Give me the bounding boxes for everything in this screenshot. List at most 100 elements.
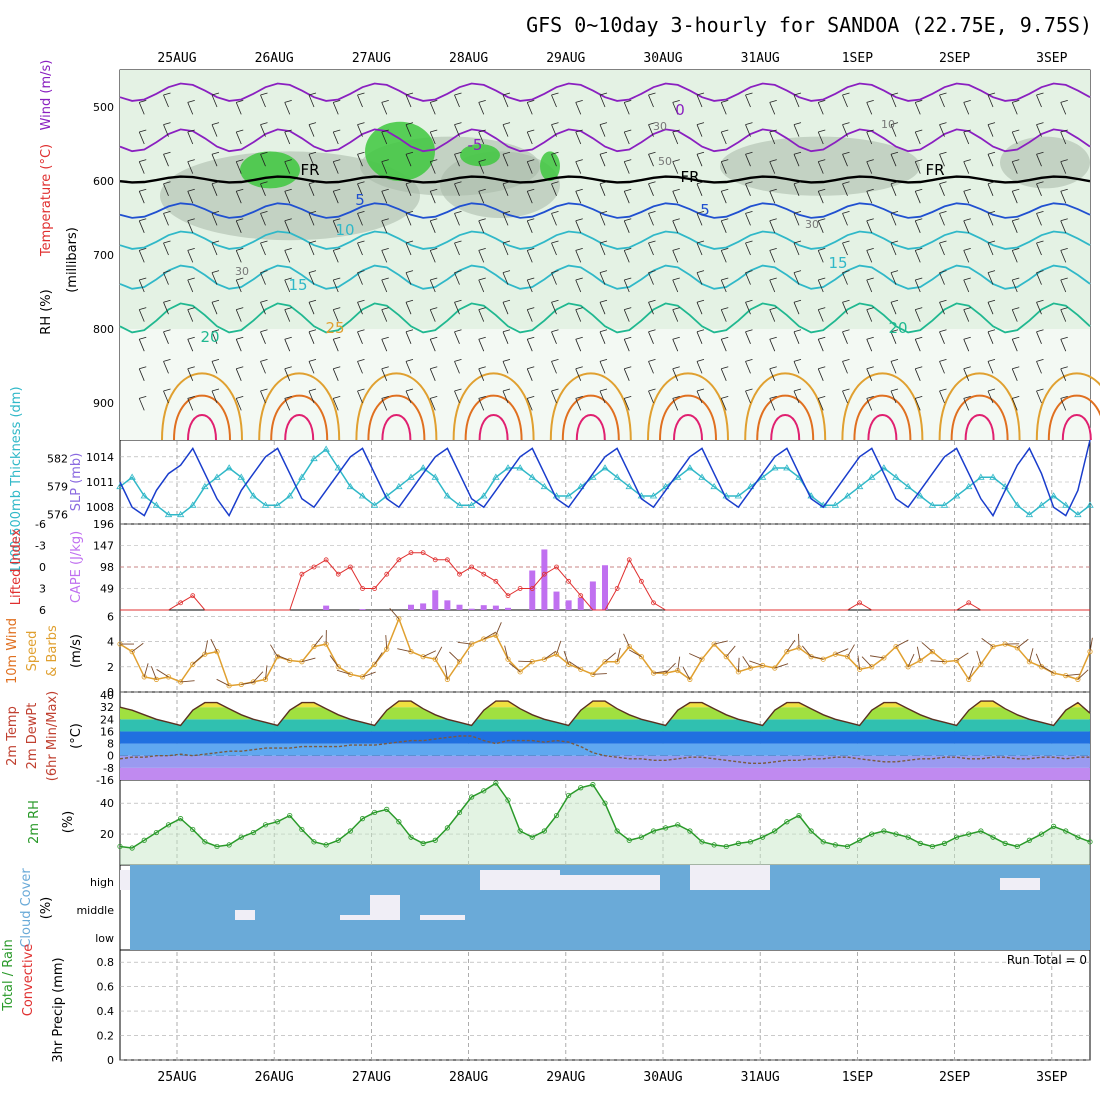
- upper-wind-barb-flag: [502, 299, 511, 303]
- thickness-point: [1062, 501, 1070, 508]
- cape-bar: [468, 608, 475, 610]
- upper-wind-barb-flag: [284, 396, 292, 399]
- upper-wind-barb: [987, 154, 994, 167]
- upper-wind-barb-flag: [1036, 92, 1044, 96]
- temp-tick: 8: [107, 738, 114, 751]
- upper-wind-barb: [478, 131, 485, 145]
- rh2m-point: [469, 794, 475, 800]
- upper-wind-barb-flag: [163, 151, 171, 155]
- wind-speed-point: [553, 651, 560, 657]
- upper-wind-barb: [187, 279, 194, 293]
- isotherm-35-loop: [187, 414, 217, 441]
- wind-barb: [156, 669, 169, 678]
- upper-wind-barb: [284, 250, 291, 263]
- upper-ylabel-wind: Wind (m/s): [39, 60, 54, 131]
- rh2m-point: [250, 829, 256, 836]
- upper-wind-barb: [211, 331, 218, 344]
- upper-wind-barb-flag: [1060, 277, 1068, 281]
- rh2m-tick: 20: [100, 828, 114, 841]
- upper-wind-barb: [429, 339, 436, 352]
- upper-wind-barb: [696, 390, 703, 404]
- upper-wind-barb: [1060, 102, 1067, 115]
- rh2m-point: [796, 812, 802, 819]
- upper-wind-barb-flag: [818, 307, 826, 310]
- upper-wind-barb-flag: [939, 211, 947, 214]
- wind-speed-point: [299, 659, 305, 665]
- upper-wind-barb-flag: [890, 329, 899, 333]
- upper-wind-barb-flag: [478, 218, 486, 222]
- upper-wind-barb: [866, 131, 873, 145]
- upper-wind-barb-flag: [963, 336, 971, 340]
- isotherm-25-loop: [938, 372, 1021, 441]
- upper-wind-barb-flag: [357, 299, 365, 303]
- wind-barb: [1089, 637, 1093, 652]
- upper-wind-barb: [599, 390, 606, 404]
- rh2m-point: [481, 788, 487, 794]
- upper-wind-barb-flag: [745, 151, 753, 155]
- upper-wind-barb-flag: [842, 240, 850, 244]
- upper-wind-barb: [405, 154, 412, 167]
- upper-wind-barb: [454, 390, 460, 404]
- upper-wind-barb: [211, 154, 218, 167]
- thickness-point: [201, 482, 209, 490]
- upper-wind-barb: [793, 302, 800, 315]
- upper-wind-barb: [405, 272, 412, 285]
- upper-wind-barb: [914, 339, 921, 352]
- upper-wind-barb: [842, 361, 848, 374]
- temp-band: [120, 719, 1090, 732]
- upper-wind-barb-flag: [648, 240, 656, 244]
- thickness-point: [237, 473, 245, 480]
- thickness-point: [1025, 510, 1034, 518]
- upper-wind-barb-flag: [963, 100, 971, 103]
- upper-wind-barb-flag: [381, 277, 389, 281]
- upper-wind-barb: [405, 242, 412, 256]
- upper-wind-barb: [429, 250, 436, 263]
- wind-barb: [397, 648, 412, 653]
- upper-ylabel-temp: Temperature (°C): [39, 144, 54, 257]
- upper-wind-barb-flag: [405, 92, 414, 96]
- upper-wind-barb-flag: [478, 159, 486, 162]
- upper-wind-barb-flag: [672, 188, 680, 192]
- upper-wind-barb: [502, 154, 509, 167]
- upper-wind-barb-flag: [527, 307, 535, 310]
- thickness-point: [601, 464, 609, 471]
- wind-barb: [921, 642, 933, 652]
- upper-wind-barb: [260, 331, 266, 344]
- upper-wind-barb-flag: [890, 92, 899, 96]
- thickness-point: [892, 473, 900, 480]
- upper-wind-barb: [672, 131, 679, 145]
- upper-wind-barb: [235, 191, 242, 204]
- li-tick: -3: [35, 540, 46, 553]
- upper-wind-barb: [939, 94, 945, 108]
- upper-wind-barb: [138, 191, 145, 204]
- upper-wind-barb: [769, 250, 776, 263]
- upper-wind-barb-flag: [624, 277, 632, 281]
- wind-speed-point: [432, 656, 438, 662]
- rh2m-point: [578, 785, 584, 791]
- upper-wind-barb-flag: [890, 122, 899, 125]
- upper-wind-barb-flag: [236, 218, 244, 222]
- upper-wind-barb: [284, 102, 291, 115]
- lifted-index-point: [420, 550, 426, 556]
- lifted-index-point: [566, 578, 572, 584]
- wind-barb: [976, 650, 982, 665]
- upper-wind-barb: [842, 302, 848, 315]
- upper-wind-barb: [235, 398, 242, 411]
- lifted-index-point: [299, 571, 305, 577]
- upper-wind-barb-flag: [745, 359, 753, 362]
- upper-wind-barb: [720, 161, 727, 174]
- rh2m-line: [119, 782, 1091, 849]
- upper-wind-barb-flag: [430, 248, 438, 251]
- upper-wind-barb: [890, 94, 897, 108]
- wind-speed-point: [335, 664, 341, 670]
- rh2m-point: [638, 834, 644, 840]
- rh2m-point: [335, 837, 341, 843]
- upper-wind-barb-flag: [648, 299, 656, 303]
- upper-wind-barb-flag: [575, 159, 583, 162]
- date-label-top: 27AUG: [352, 51, 391, 66]
- upper-wind-barb-flag: [696, 329, 705, 333]
- thickness-point: [1074, 510, 1082, 518]
- upper-wind-barb-flag: [696, 299, 705, 303]
- upper-wind-barb: [454, 124, 460, 137]
- wind-barb: [265, 665, 268, 680]
